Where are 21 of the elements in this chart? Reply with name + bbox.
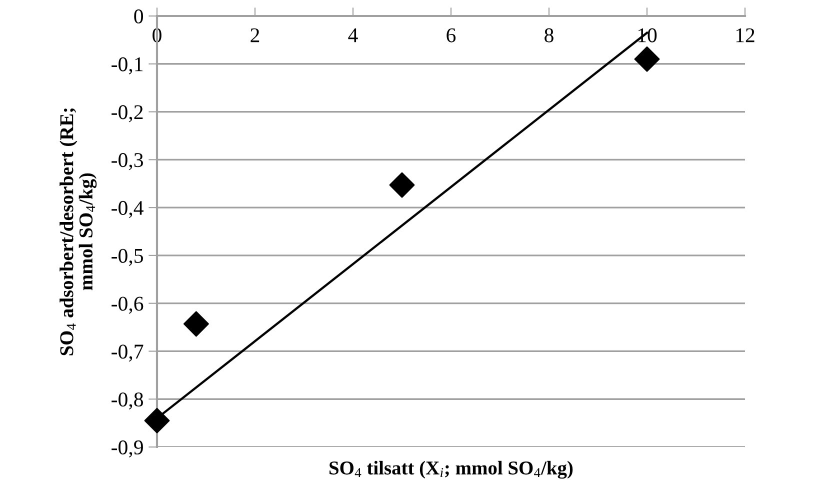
- y-tick-label: -0,8: [112, 392, 144, 410]
- x-tick-label: 8: [544, 28, 554, 42]
- x-tick-label: 2: [250, 28, 260, 42]
- y-tick-label: -0,9: [112, 440, 143, 458]
- y-tick-label: -0,2: [112, 105, 143, 122]
- y-axis-title: SO$_{4}$ adsorbert/desorbert (RE; mmol SO$_{4}$/kg): [60, 108, 97, 356]
- x-tick-label: 6: [446, 28, 456, 42]
- y-tick-label: -0,7: [112, 344, 144, 362]
- point: [634, 46, 660, 72]
- y-tick-label: -0,3: [112, 153, 143, 170]
- y-tick-label: 0: [134, 9, 144, 24]
- y-tick-label: -0,5: [112, 248, 143, 266]
- point: [183, 311, 209, 337]
- x-axis-title: SO$_{4}$ tilsatt (X$_{i}$; mmol SO$_{4}$/kg): [330, 460, 573, 479]
- y-tick-label: -0,1: [112, 57, 143, 74]
- y-tick-label: -0,4: [112, 200, 144, 218]
- x-tick-label: 4: [348, 28, 358, 42]
- x-tick-label: 12: [736, 28, 754, 42]
- point: [389, 172, 415, 198]
- y-tick-label: -0,6: [112, 296, 144, 314]
- point: [144, 408, 170, 434]
